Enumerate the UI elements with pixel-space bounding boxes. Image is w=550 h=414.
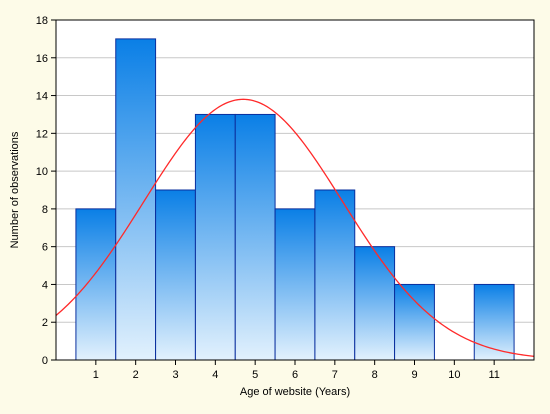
x-tick-label: 8 [372, 369, 378, 381]
y-tick-label: 0 [42, 355, 48, 367]
x-tick-label: 5 [252, 369, 258, 381]
x-tick-label: 3 [172, 369, 178, 381]
x-tick-label: 2 [133, 369, 139, 381]
y-axis-title: Number of observations [9, 131, 21, 248]
y-tick-label: 2 [42, 317, 48, 329]
x-axis-title: Age of website (Years) [240, 386, 350, 398]
bar-1 [75, 208, 117, 361]
x-tick-label: 11 [488, 369, 499, 381]
bar-4 [194, 113, 236, 361]
y-tick-label: 14 [36, 91, 48, 103]
y-tick-label: 12 [36, 128, 48, 140]
y-tick-label: 4 [42, 279, 48, 291]
bar-11 [473, 283, 515, 361]
x-axis: 1 2 3 4 5 6 7 8 9 10 11 [93, 360, 500, 381]
normal-fit-curve [56, 98, 534, 357]
y-tick-label: 6 [42, 242, 48, 254]
bar-2 [115, 38, 157, 361]
x-tick-label: 7 [332, 369, 338, 381]
fit-curve-group [56, 98, 534, 357]
x-tick-label: 10 [448, 369, 460, 381]
bars [75, 38, 515, 361]
y-tick-label: 16 [36, 53, 48, 65]
y-axis: 0 2 4 6 8 10 12 14 16 18 [36, 15, 56, 367]
x-tick-label: 6 [292, 369, 298, 381]
bar-8 [354, 246, 396, 361]
bar-9 [394, 283, 435, 361]
bar-5 [234, 113, 276, 361]
x-tick-label: 4 [212, 369, 218, 381]
bar-6 [274, 208, 316, 361]
y-tick-label: 18 [36, 15, 48, 27]
x-tick-label: 1 [93, 369, 99, 381]
bar-3 [155, 189, 196, 361]
x-tick-label: 9 [411, 369, 417, 381]
bar-7 [314, 189, 356, 361]
y-tick-label: 10 [36, 166, 48, 178]
y-tick-label: 8 [42, 204, 48, 216]
